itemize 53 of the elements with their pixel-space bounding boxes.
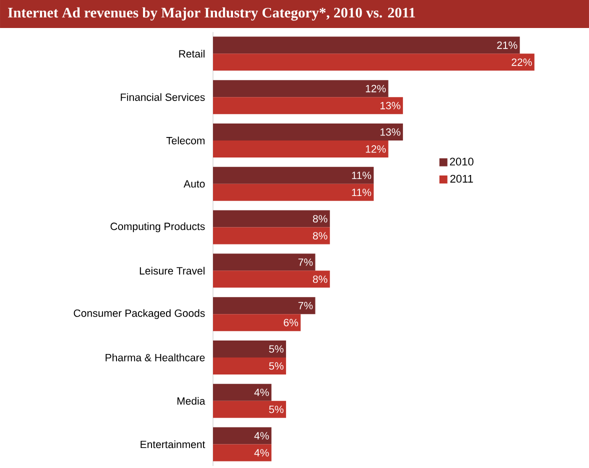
bar: [213, 184, 374, 201]
data-label: 12%: [366, 84, 386, 92]
data-label: 6%: [284, 318, 298, 326]
legend-label: 2011: [450, 174, 473, 183]
data-label: 5%: [269, 362, 284, 370]
y-tick-label: Pharma & Healthcare: [106, 354, 205, 362]
data-label: 13%: [380, 128, 400, 136]
bar: [213, 140, 388, 158]
bar: [213, 384, 272, 401]
bar: [213, 36, 520, 54]
bar: [213, 444, 272, 462]
y-tick-label: Financial Services: [120, 93, 205, 101]
y-tick-label: Retail: [179, 50, 204, 58]
bar: [213, 166, 374, 184]
y-tick-label: Entertainment: [140, 440, 206, 448]
bar: [213, 123, 403, 140]
data-label: 8%: [312, 232, 328, 240]
data-label: 8%: [312, 275, 328, 283]
bar: [213, 210, 330, 228]
data-label: 5%: [269, 345, 284, 353]
data-label: 13%: [380, 102, 400, 110]
bar: [213, 400, 286, 418]
data-label: 11%: [352, 172, 372, 180]
y-tick-label: Media: [177, 397, 206, 405]
bar: [213, 227, 330, 244]
bar: [213, 427, 272, 444]
data-label: 8%: [312, 215, 328, 223]
data-label: 5%: [269, 406, 284, 414]
y-tick-label: Consumer Packaged Goods: [74, 309, 205, 319]
bar: [213, 54, 534, 71]
bar: [213, 357, 286, 374]
bar: [213, 254, 316, 271]
data-label: 7%: [298, 302, 313, 310]
y-tick-label: Leisure Travel: [140, 266, 204, 275]
data-label: 22%: [512, 58, 532, 66]
y-tick-label: Auto: [184, 180, 205, 188]
legend-label: 2010: [450, 158, 474, 166]
chart-title: Internet Ad revenues by Major Industry Category*, 2010 vs. 2011: [8, 7, 415, 21]
y-tick-label: Computing Products: [110, 222, 205, 232]
data-label: 4%: [254, 432, 269, 440]
bar: [213, 80, 388, 98]
data-label: 12%: [366, 145, 386, 153]
bar: [213, 270, 330, 288]
bar: [213, 314, 301, 332]
bar: [213, 297, 316, 314]
data-label: 7%: [298, 258, 313, 266]
data-label: 11%: [352, 188, 372, 196]
data-label: 4%: [254, 388, 269, 396]
y-tick-label: Telecom: [166, 136, 205, 144]
bar: [213, 97, 403, 114]
data-label: 21%: [497, 41, 518, 49]
bar: [213, 340, 286, 358]
data-label: 4%: [254, 449, 269, 456]
